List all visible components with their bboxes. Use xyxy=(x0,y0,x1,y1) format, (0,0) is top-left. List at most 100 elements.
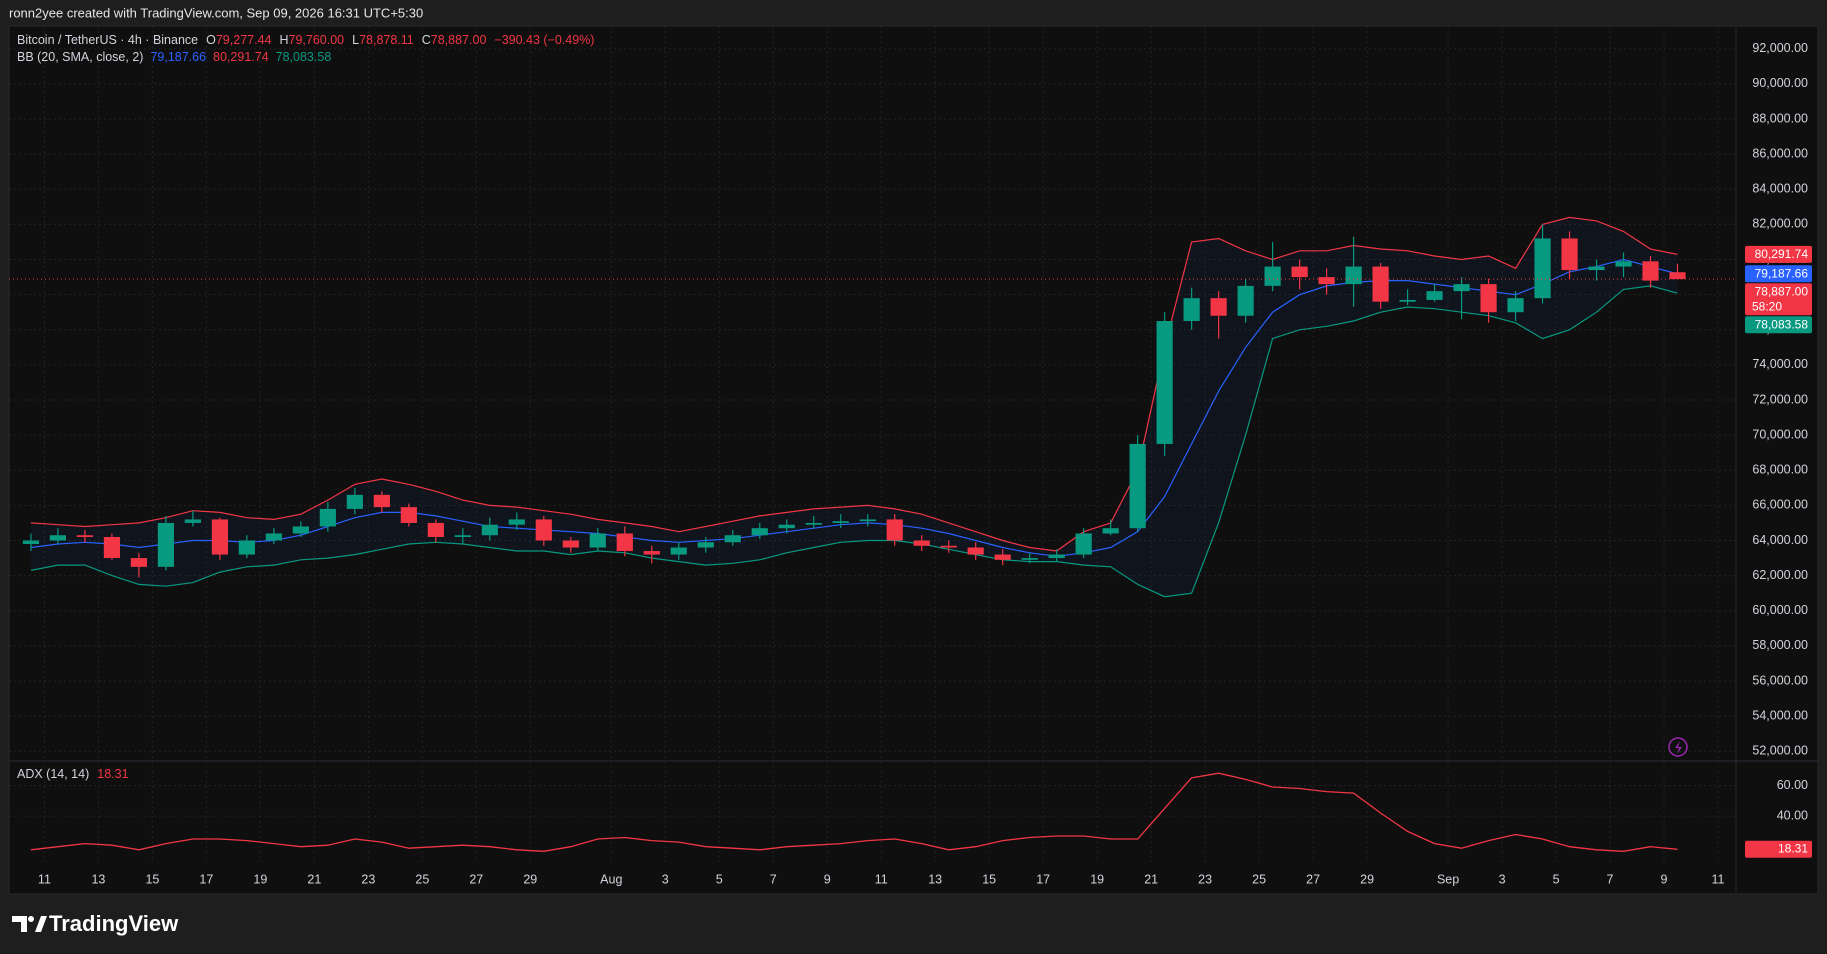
y-tick-label: 88,000.00 xyxy=(1752,111,1808,125)
price-tag xyxy=(1745,283,1812,316)
x-tick-label: 7 xyxy=(1607,872,1614,886)
x-tick-label: 23 xyxy=(1198,872,1212,886)
x-tick-label: 15 xyxy=(982,872,996,886)
candle-body xyxy=(481,524,498,536)
x-tick-label: 5 xyxy=(716,872,723,886)
candle-body xyxy=(265,533,282,541)
adx-value: 18.31 xyxy=(97,767,128,781)
price-tag xyxy=(1745,245,1812,263)
x-tick-label: 13 xyxy=(928,872,942,886)
price-tag xyxy=(1745,265,1812,283)
candle-body xyxy=(1129,443,1146,529)
candle-body xyxy=(1372,266,1389,302)
candle-body xyxy=(1156,321,1173,444)
candle-body xyxy=(697,542,714,548)
candle-body xyxy=(1453,284,1470,292)
x-tick-label: 13 xyxy=(91,872,105,886)
x-tick-label: 11 xyxy=(1712,872,1725,886)
indicator-value: 80,291.74 xyxy=(213,50,269,64)
x-tick-label: 25 xyxy=(415,872,429,886)
x-tick-label: 21 xyxy=(307,872,321,886)
x-tick-label: 11 xyxy=(38,872,51,886)
candle-body xyxy=(157,522,174,567)
candle-body xyxy=(373,494,390,508)
x-tick-label: 17 xyxy=(199,872,213,886)
candle-body xyxy=(670,547,687,555)
ohlc-key: O xyxy=(206,33,216,47)
candle-body xyxy=(562,540,579,548)
price-tag xyxy=(1745,316,1812,334)
ohlc-key: H xyxy=(279,33,288,47)
x-tick-label: 11 xyxy=(875,872,888,886)
candle-body xyxy=(805,522,822,525)
candle-body xyxy=(886,519,903,541)
x-tick-label: Sep xyxy=(1437,872,1459,886)
y-tick-label: 40.00 xyxy=(1777,808,1808,822)
candle-body xyxy=(535,519,552,541)
ohlc-value: 78,878.11 xyxy=(359,33,414,47)
x-tick-label: 9 xyxy=(824,872,831,886)
x-tick-label: 7 xyxy=(770,872,777,886)
x-tick-label: 5 xyxy=(1553,872,1560,886)
candle-body xyxy=(1075,533,1092,555)
x-tick-label: 9 xyxy=(1661,872,1668,886)
candle-body xyxy=(130,558,148,567)
value-tag xyxy=(1745,840,1812,858)
x-tick-label: Aug xyxy=(600,872,622,886)
y-tick-label: 82,000.00 xyxy=(1752,217,1808,231)
countdown-label: 58:20 xyxy=(1752,299,1782,313)
alert-icon[interactable] xyxy=(1668,737,1688,757)
candle-body xyxy=(1642,261,1659,281)
candle-body xyxy=(1291,266,1308,278)
price-tag-label: 78,083.58 xyxy=(1755,317,1809,331)
ohlc-value: 78,887.00 xyxy=(431,33,487,47)
y-tick-label: 58,000.00 xyxy=(1752,638,1808,652)
indicator-name: BB (20, SMA, close, 2) xyxy=(17,50,143,64)
candle-body xyxy=(1318,277,1335,285)
x-tick-label: 19 xyxy=(253,872,267,886)
candle-body xyxy=(319,508,336,527)
x-tick-label: 15 xyxy=(145,872,159,886)
candle-body xyxy=(238,540,255,555)
candle-body xyxy=(211,519,228,555)
adx-line xyxy=(30,772,1678,852)
candle-body xyxy=(1480,284,1497,313)
candle-body xyxy=(1183,298,1200,322)
candle-body xyxy=(589,533,606,548)
candle-body xyxy=(22,540,40,545)
y-tick-label: 90,000.00 xyxy=(1752,76,1808,90)
candle-body xyxy=(643,551,660,555)
legend-adx: ADX (14, 14) 18.31 xyxy=(17,767,129,781)
candle-body xyxy=(1237,285,1254,316)
x-tick-label: 27 xyxy=(1306,872,1320,886)
candle-body xyxy=(724,535,741,543)
legend-indicator: BB (20, SMA, close, 2) 79,187.66 80,291.74… xyxy=(17,50,331,64)
candle-body xyxy=(184,519,201,523)
y-tick-label: 70,000.00 xyxy=(1752,427,1808,441)
candle-body xyxy=(778,524,795,529)
y-tick-label: 92,000.00 xyxy=(1752,41,1808,55)
candle-body xyxy=(913,540,930,546)
y-tick-label: 64,000.00 xyxy=(1752,533,1808,547)
change: −390.43 (−0.49%) xyxy=(494,33,594,47)
ohlc-key: L xyxy=(352,33,359,47)
x-tick-label: 23 xyxy=(361,872,375,886)
candle-body xyxy=(400,507,417,523)
x-tick-label: 19 xyxy=(1090,872,1104,886)
indicator-value: 79,187.66 xyxy=(150,50,206,64)
candle-body xyxy=(346,494,363,509)
legend-main: Bitcoin / TetherUS · 4h · Binance O79,277… xyxy=(17,33,594,47)
candle-body xyxy=(1264,266,1281,286)
y-tick-label: 72,000.00 xyxy=(1752,392,1808,406)
chart-layer: 52,000.00 54,000.00 56,000.00 58,000.00 60,0… xyxy=(9,26,1812,886)
candle-body xyxy=(1615,261,1632,267)
ohlc-value: 79,277.44 xyxy=(216,33,272,47)
y-tick-label: 74,000.00 xyxy=(1752,357,1808,371)
bb-line xyxy=(30,258,1678,557)
candle-body xyxy=(940,545,957,548)
x-tick-label: 3 xyxy=(1499,872,1506,886)
candle-body xyxy=(1102,528,1119,534)
candle-body xyxy=(1048,554,1065,559)
